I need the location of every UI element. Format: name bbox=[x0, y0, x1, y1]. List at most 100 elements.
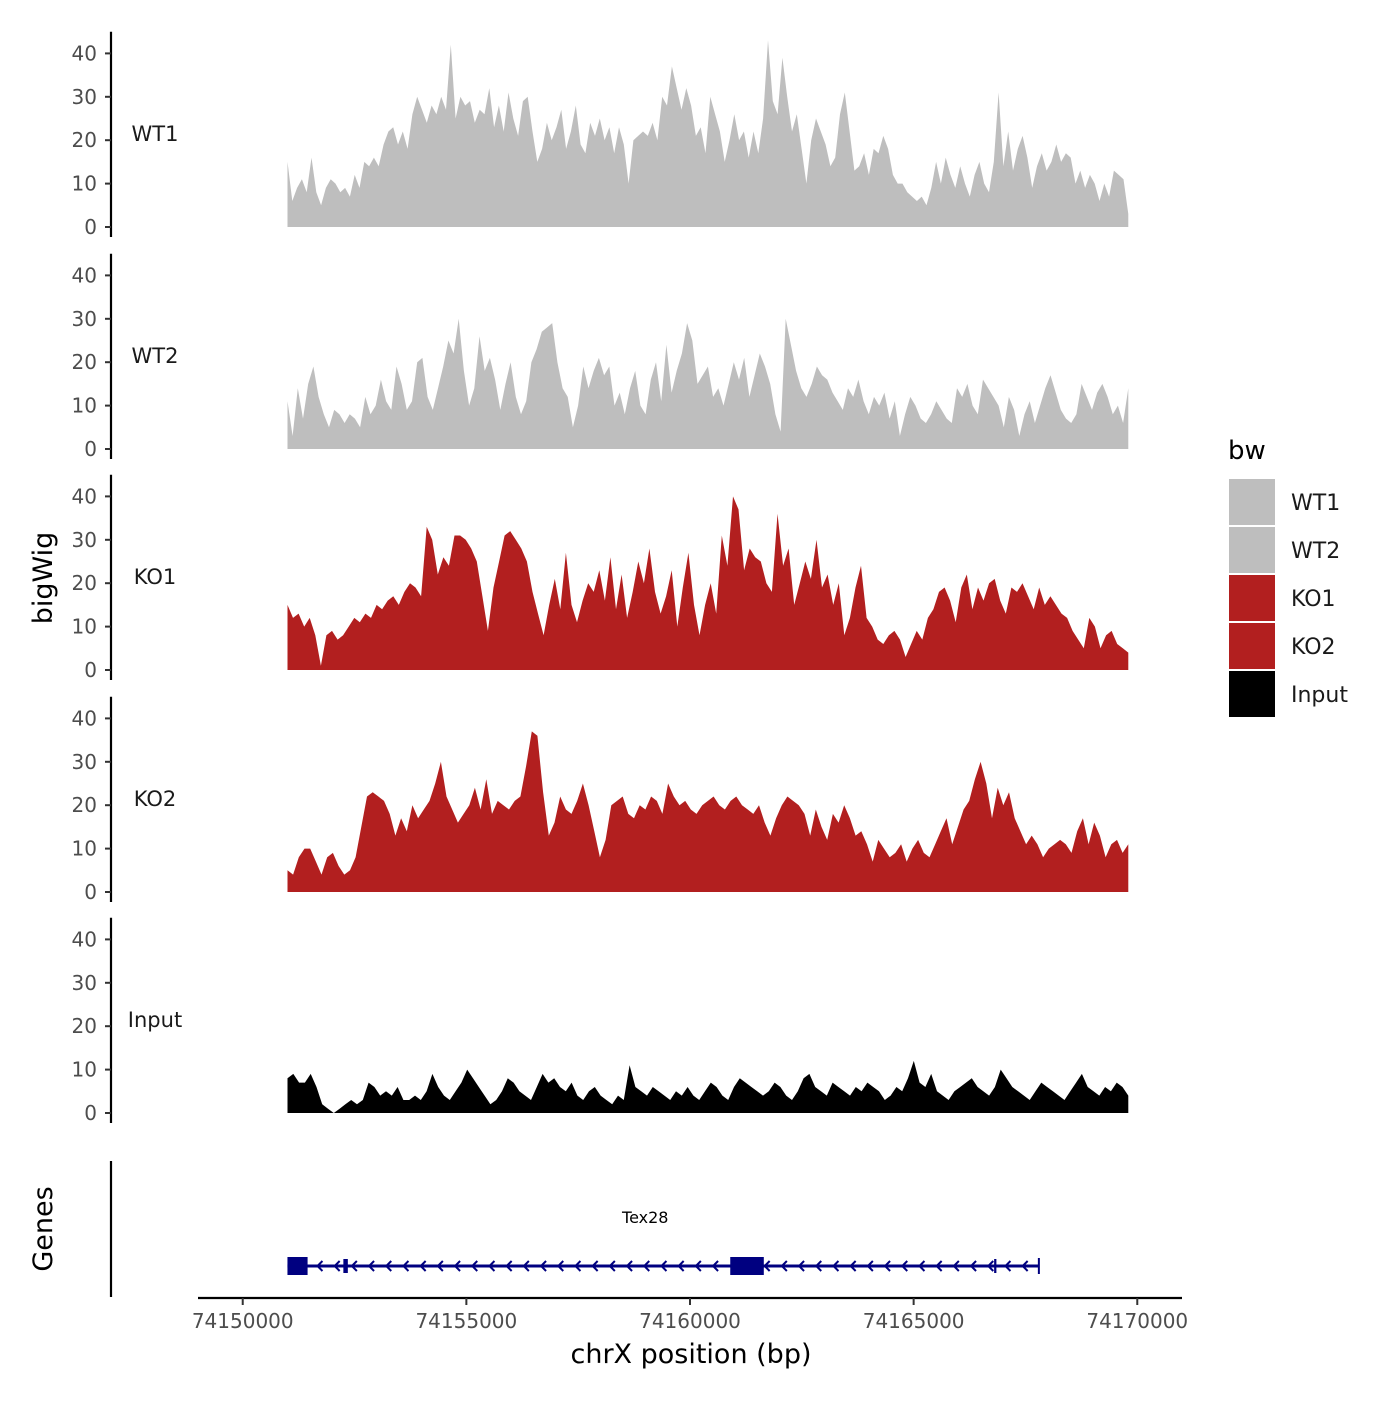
strand-arrow bbox=[402, 1260, 410, 1272]
y-axis-title: bigWig bbox=[28, 532, 59, 625]
genes-panel-title: Genes bbox=[28, 1186, 59, 1271]
y-tick-label: 20 bbox=[72, 128, 97, 152]
genes-panel: Genes Tex28 bbox=[28, 1161, 1040, 1297]
strand-arrow bbox=[952, 1260, 960, 1272]
strand-arrow bbox=[384, 1260, 392, 1272]
y-tick-label: 20 bbox=[72, 350, 97, 374]
strand-arrow bbox=[1021, 1260, 1029, 1272]
x-axis: 74150000 74155000 74160000 74165000 74170000 bbox=[192, 1296, 1188, 1333]
legend-key-ko1 bbox=[1229, 575, 1275, 621]
y-tick-label: 30 bbox=[72, 750, 97, 774]
track-label: WT1 bbox=[132, 122, 179, 146]
strand-arrow bbox=[608, 1260, 616, 1272]
gene-exon bbox=[994, 1259, 997, 1273]
strand-arrow bbox=[900, 1260, 908, 1272]
strand-arrow bbox=[625, 1260, 633, 1272]
track-ko1: 0 10 20 30 40 KO1 bbox=[72, 474, 1129, 682]
signal-area-wt2 bbox=[287, 318, 1129, 449]
x-tick-label: 74155000 bbox=[415, 1309, 517, 1333]
strand-arrow bbox=[453, 1260, 461, 1272]
strand-arrow bbox=[969, 1260, 977, 1272]
gene-tex28: Tex28 bbox=[287, 1208, 1040, 1275]
y-tick-label: 30 bbox=[72, 528, 97, 552]
strand-arrow bbox=[488, 1260, 496, 1272]
strand-arrow bbox=[677, 1260, 685, 1272]
y-tick-label: 20 bbox=[72, 1014, 97, 1038]
strand-arrow bbox=[367, 1260, 375, 1272]
y-tick-label: 40 bbox=[72, 927, 97, 951]
y-tick-label: 0 bbox=[84, 437, 97, 461]
signal-area-input bbox=[287, 1060, 1129, 1113]
y-tick-label: 10 bbox=[72, 172, 97, 196]
strand-arrow bbox=[849, 1260, 857, 1272]
strand-arrow bbox=[574, 1260, 582, 1272]
legend-label: Input bbox=[1291, 683, 1348, 708]
y-tick-label: 40 bbox=[72, 706, 97, 730]
strand-arrow bbox=[316, 1260, 324, 1272]
y-tick-label: 10 bbox=[72, 394, 97, 418]
y-tick-label: 30 bbox=[72, 971, 97, 995]
gene-exon bbox=[343, 1259, 348, 1273]
strand-arrow bbox=[711, 1260, 719, 1272]
legend-label: KO2 bbox=[1291, 635, 1336, 660]
strand-arrow bbox=[505, 1260, 513, 1272]
track-wt1: 0 10 20 30 40 WT1 bbox=[72, 31, 1129, 239]
strand-arrow bbox=[350, 1260, 358, 1272]
strand-arrow bbox=[1004, 1260, 1012, 1272]
strand-arrow bbox=[935, 1260, 943, 1272]
x-tick-label: 74165000 bbox=[863, 1309, 965, 1333]
strand-arrow bbox=[556, 1260, 564, 1272]
y-tick-label: 0 bbox=[84, 658, 97, 682]
signal-area-ko2 bbox=[287, 731, 1129, 892]
strand-arrow bbox=[694, 1260, 702, 1272]
legend-label: WT1 bbox=[1291, 491, 1340, 516]
strand-arrow bbox=[883, 1260, 891, 1272]
x-tick-label: 74150000 bbox=[192, 1309, 294, 1333]
strand-arrow bbox=[419, 1260, 427, 1272]
y-tick-label: 20 bbox=[72, 571, 97, 595]
gene-label: Tex28 bbox=[621, 1208, 668, 1227]
y-tick-label: 0 bbox=[84, 215, 97, 239]
y-tick-label: 10 bbox=[72, 837, 97, 861]
strand-arrow bbox=[763, 1260, 771, 1272]
track-wt2: 0 10 20 30 40 WT2 bbox=[72, 253, 1129, 461]
x-tick-label: 74170000 bbox=[1086, 1309, 1188, 1333]
track-label: Input bbox=[128, 1008, 182, 1032]
gene-exon bbox=[287, 1257, 308, 1275]
legend-title: bw bbox=[1228, 436, 1266, 466]
y-tick-label: 30 bbox=[72, 307, 97, 331]
gene-exon bbox=[730, 1257, 764, 1275]
strand-arrow bbox=[642, 1260, 650, 1272]
legend-label: KO1 bbox=[1291, 587, 1336, 612]
legend-key-wt2 bbox=[1229, 527, 1275, 573]
strand-arrow bbox=[522, 1260, 530, 1272]
track-label: WT2 bbox=[132, 344, 179, 368]
strand-arrow bbox=[866, 1260, 874, 1272]
y-tick-label: 30 bbox=[72, 85, 97, 109]
legend-key-input bbox=[1229, 671, 1275, 717]
strand-arrow bbox=[797, 1260, 805, 1272]
y-tick-label: 20 bbox=[72, 793, 97, 817]
y-tick-label: 0 bbox=[84, 880, 97, 904]
legend-key-wt1 bbox=[1229, 479, 1275, 525]
legend-key-ko2 bbox=[1229, 623, 1275, 669]
strand-arrow bbox=[591, 1260, 599, 1272]
strand-arrow bbox=[832, 1260, 840, 1272]
signal-area-wt1 bbox=[287, 40, 1129, 228]
strand-arrow bbox=[780, 1260, 788, 1272]
strand-arrow bbox=[333, 1260, 341, 1272]
legend-label: WT2 bbox=[1291, 539, 1340, 564]
track-label: KO2 bbox=[134, 787, 177, 811]
x-axis-title: chrX position (bp) bbox=[570, 1339, 811, 1370]
strand-arrow bbox=[986, 1260, 994, 1272]
y-tick-label: 40 bbox=[72, 484, 97, 508]
track-ko2: 0 10 20 30 40 KO2 bbox=[72, 696, 1129, 904]
strand-arrow bbox=[539, 1260, 547, 1272]
y-tick-label: 40 bbox=[72, 41, 97, 65]
signal-area-ko1 bbox=[287, 496, 1129, 670]
track-input: 0 10 20 30 40 Input bbox=[72, 917, 1129, 1125]
track-label: KO1 bbox=[134, 565, 177, 589]
strand-arrow bbox=[470, 1260, 478, 1272]
